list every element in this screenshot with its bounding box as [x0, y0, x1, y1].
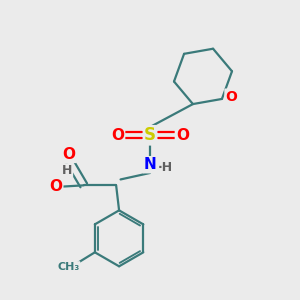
Text: O: O [62, 147, 76, 162]
Text: O: O [176, 128, 189, 143]
Text: O: O [49, 179, 62, 194]
Text: O: O [225, 90, 237, 104]
Text: N: N [144, 157, 156, 172]
Text: O: O [111, 128, 124, 143]
Text: CH₃: CH₃ [57, 262, 80, 272]
Text: S: S [144, 126, 156, 144]
Text: H: H [62, 164, 72, 177]
Text: ·H: ·H [158, 161, 173, 174]
